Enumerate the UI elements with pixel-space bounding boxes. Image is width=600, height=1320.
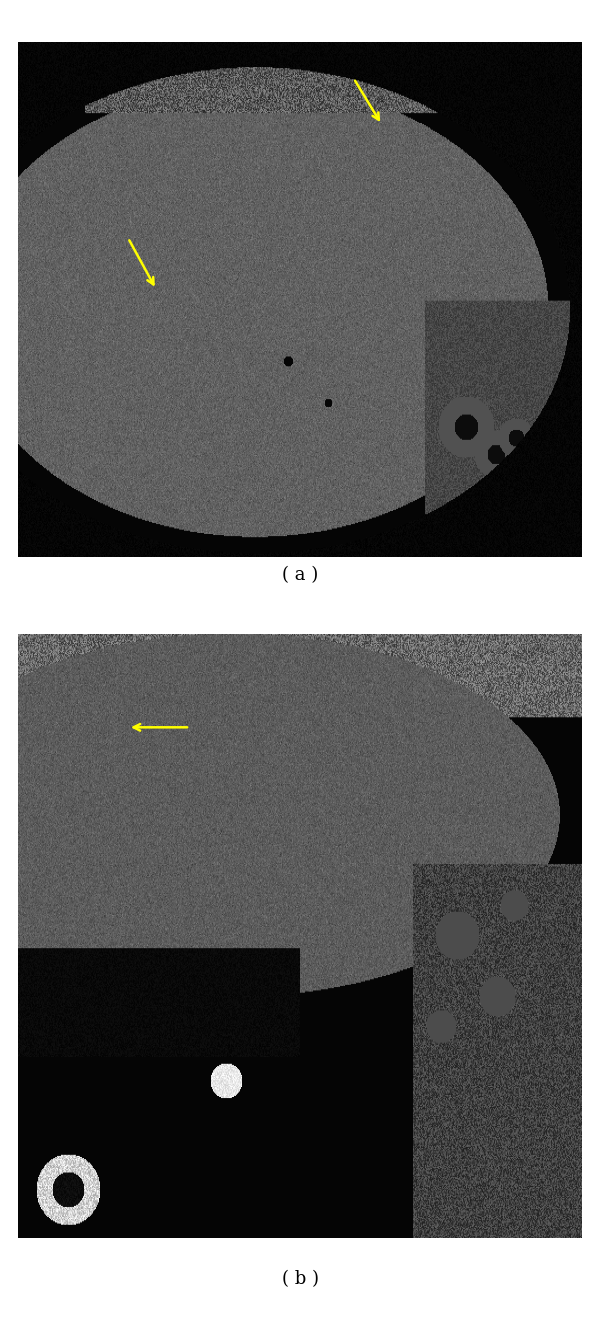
Text: ( a ): ( a )	[282, 566, 318, 585]
Text: ( b ): ( b )	[281, 1270, 319, 1288]
